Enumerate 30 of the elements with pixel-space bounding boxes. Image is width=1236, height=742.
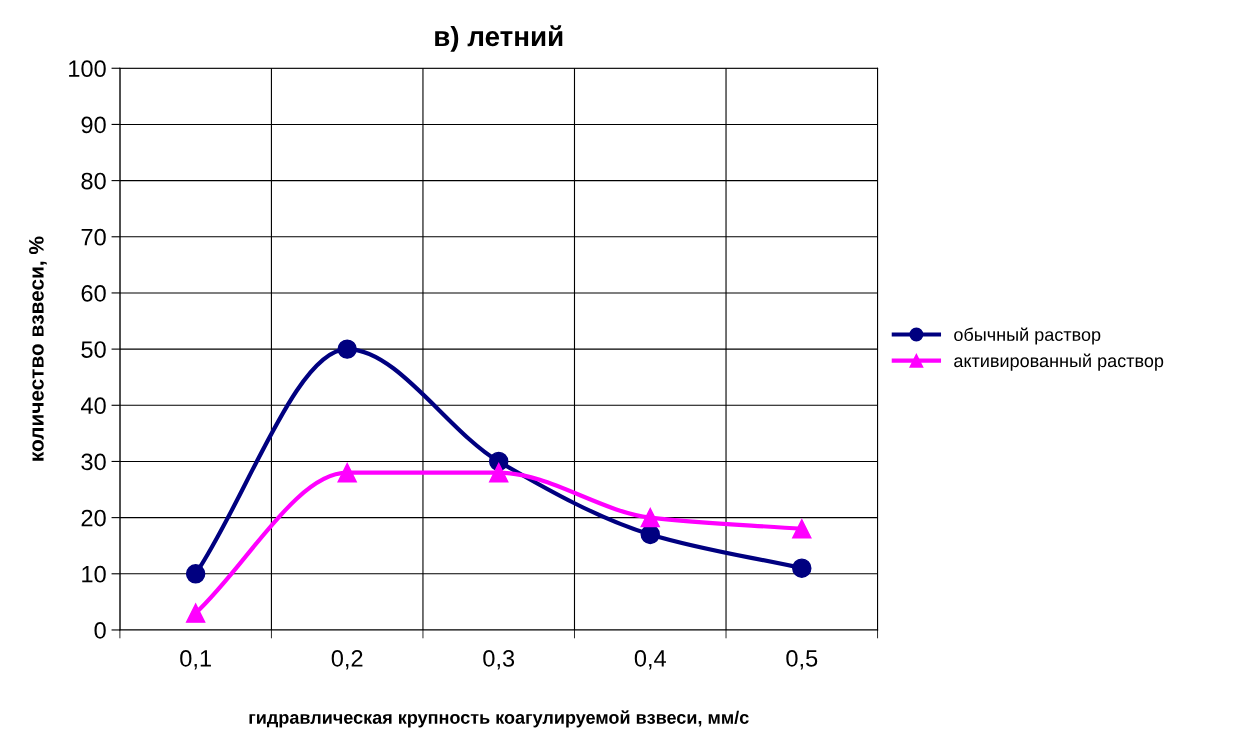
x-tick-label: 0,4: [634, 650, 666, 670]
y-tick-label: 80: [81, 172, 106, 190]
x-tick-label: 0,1: [180, 650, 211, 670]
y-axis-title: количество взвеси, %: [29, 236, 47, 461]
point: [185, 603, 206, 623]
y-tick-label: 60: [81, 285, 106, 302]
point: [185, 564, 206, 584]
y-tick-label: 90: [81, 116, 106, 134]
point: [640, 507, 660, 528]
legend-label: активированный раствор: [954, 353, 1164, 371]
chart-title: в) летний: [435, 25, 563, 52]
legend-label: обычный раствор: [954, 327, 1101, 345]
point: [792, 519, 812, 539]
y-tick-label: 20: [81, 509, 106, 527]
y-tick-label: 100: [69, 60, 106, 78]
point: [337, 462, 357, 483]
point: [792, 558, 812, 578]
y-tick-label: 40: [80, 397, 106, 415]
y-tick-label: 50: [81, 341, 106, 358]
y-tick-label: 30: [81, 453, 106, 471]
x-axis-title: гидравлическая крупность коагулируемой взвеси, мм/с: [249, 710, 749, 728]
point: [640, 524, 660, 545]
x-tick-label: 0,3: [483, 650, 515, 670]
point: [489, 462, 509, 483]
y-tick-label: 10: [82, 565, 106, 583]
x-tick-label: 0,2: [331, 650, 363, 670]
point: [337, 339, 357, 359]
y-tick-label: 0: [94, 622, 106, 639]
x-tick-label: 0,5: [786, 650, 818, 670]
y-tick-label: 70: [81, 228, 106, 246]
